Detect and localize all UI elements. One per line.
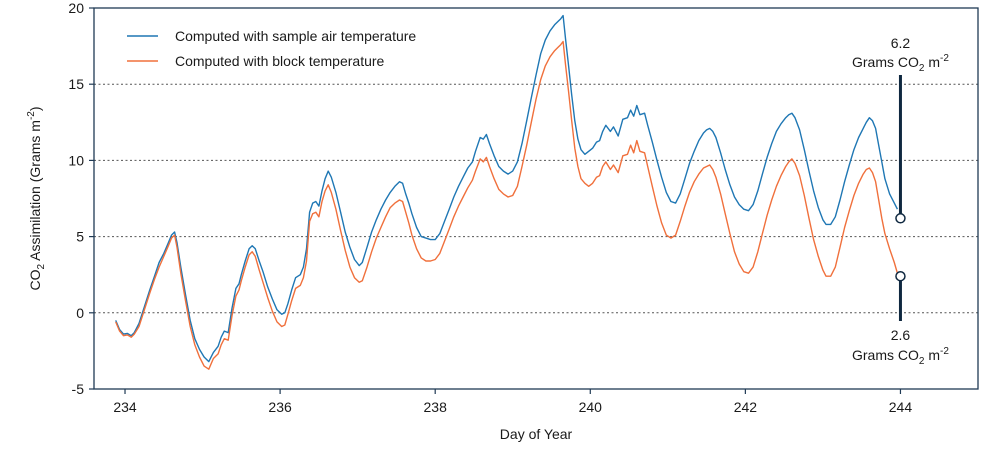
- y-axis-title-subscript: 2: [36, 264, 47, 270]
- annotation-unit-lower: Grams CO2 m-2: [852, 346, 949, 367]
- plot-frame: [93, 7, 979, 390]
- annotation-unit-lower-sub: 2: [919, 356, 925, 367]
- annotation-unit-lower-rest: m: [924, 347, 940, 363]
- annotation-unit-upper-main: Grams CO: [852, 54, 919, 70]
- y-tick-label-15: 15: [68, 76, 84, 92]
- annotation-marker-upper: [895, 213, 906, 224]
- y-axis-title-superscript: -2: [26, 111, 37, 120]
- annotation-value-upper: 6.2: [891, 35, 911, 51]
- x-tick-label-234: 234: [113, 399, 137, 415]
- annotation-unit-lower-sup: -2: [940, 346, 949, 357]
- y-axis-title-end: ): [27, 106, 43, 111]
- x-tick-label-242: 242: [734, 399, 758, 415]
- series-lines: [115, 14, 899, 370]
- x-tick-label-238: 238: [424, 399, 448, 415]
- annotations: 6.2 Grams CO2 m-2 2.6 Grams CO2 m-2: [852, 35, 949, 367]
- y-tick-label-10: 10: [68, 152, 84, 168]
- y-tick-label-5: 5: [76, 229, 84, 245]
- annotation-value-lower: 2.6: [891, 327, 911, 343]
- legend-label-block: Computed with block temperature: [175, 53, 385, 69]
- x-tick-label-244: 244: [889, 399, 913, 415]
- y-tick-label-0: 0: [76, 305, 84, 321]
- x-tick-label-240: 240: [579, 399, 603, 415]
- x-axis-ticks: 234 236 238 240 242 244: [113, 389, 912, 415]
- y-axis-title: CO2 Assimilation (Grams m-2): [26, 106, 47, 290]
- y-tick-label-20: 20: [68, 0, 84, 16]
- annotation-marker-lower: [895, 270, 906, 282]
- y-axis-ticks: -5 0 5 10 15 20: [68, 0, 94, 397]
- annotation-unit-upper: Grams CO2 m-2: [852, 53, 949, 74]
- x-tick-label-236: 236: [268, 399, 292, 415]
- y-axis-title-rest: Assimilation (Grams m: [27, 120, 43, 264]
- series-line-0: [115, 14, 899, 363]
- annotation-unit-upper-sup: -2: [940, 53, 949, 64]
- legend-label-sample-air: Computed with sample air temperature: [175, 28, 416, 44]
- grid-lines: [94, 83, 978, 314]
- legend: Computed with sample air temperature Com…: [127, 28, 416, 69]
- series-line-1: [115, 40, 899, 370]
- annotation-unit-upper-rest: m: [924, 54, 940, 70]
- annotation-unit-lower-main: Grams CO: [852, 347, 919, 363]
- y-axis-title-main: CO: [27, 269, 43, 290]
- x-axis-title: Day of Year: [500, 426, 573, 442]
- y-tick-label--5: -5: [72, 381, 85, 397]
- annotation-unit-upper-sub: 2: [919, 63, 925, 74]
